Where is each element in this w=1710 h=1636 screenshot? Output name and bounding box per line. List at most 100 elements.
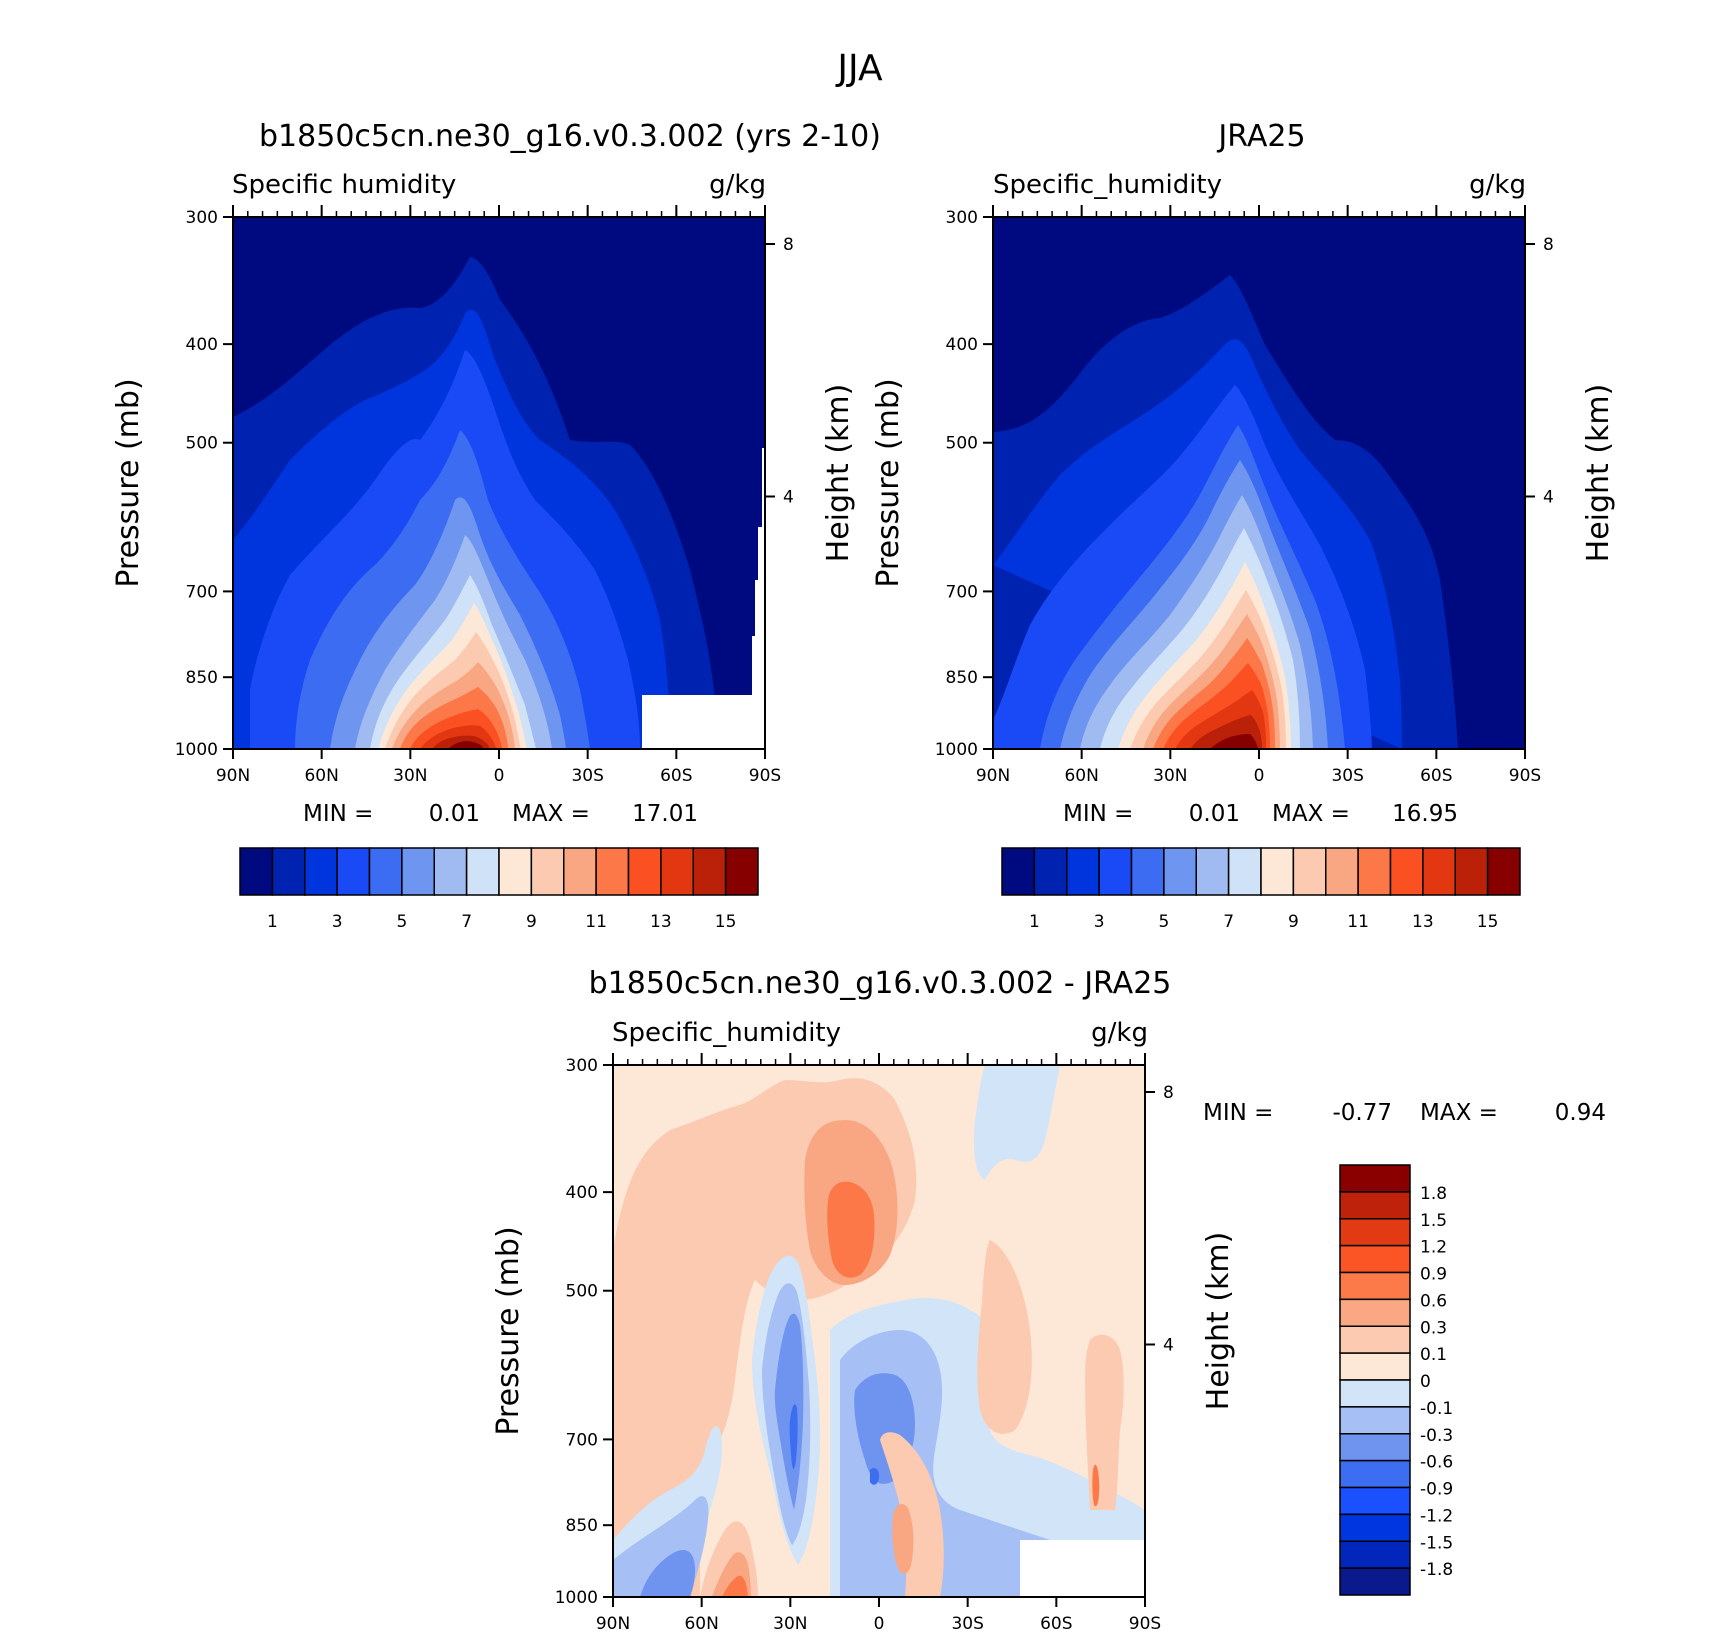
colorbar-swatch	[1339, 1164, 1411, 1193]
colorbar-label: 7	[1223, 912, 1234, 932]
max-label: MAX =	[512, 801, 590, 827]
x-tick-label: 0	[1254, 766, 1265, 786]
colorbar-swatch	[401, 847, 435, 896]
colorbar-swatch	[1195, 847, 1230, 896]
colorbar-swatch	[1339, 1244, 1411, 1274]
colorbar-swatch	[1292, 847, 1327, 896]
y-tick-label: 700	[186, 582, 218, 602]
x-tick-label: 60N	[304, 766, 338, 786]
axes-group: 300 400 500 700 850 1000 8 4 90N 60N 30N 0 30S 60S 90S…	[111, 205, 856, 932]
colorbar-swatch	[1339, 1567, 1411, 1596]
y-tick-label: 400	[946, 335, 978, 355]
x-tick-label: 0	[874, 1614, 885, 1634]
x-tick-label: 30N	[393, 766, 427, 786]
min-label: MIN =	[1063, 801, 1133, 827]
axes-group: 300 400 500 700 850 1000 8 4 90N 60N 30N 0 30S 60S 90S…	[491, 1053, 1236, 1634]
colorbar-swatch	[1486, 847, 1521, 896]
colorbar-swatch	[1130, 847, 1165, 896]
colorbar-label: 1.2	[1420, 1238, 1447, 1258]
contour-field	[613, 1065, 1145, 1597]
y-axis-label: Pressure (mb)	[871, 378, 906, 587]
figure-title: JJA	[835, 48, 883, 89]
max-value: 16.95	[1392, 801, 1458, 827]
y-tick-label: 300	[566, 1056, 598, 1076]
x-tick-label: 90S	[749, 766, 781, 786]
colorbar-label: 0.3	[1420, 1318, 1447, 1338]
colorbar-swatch	[1339, 1379, 1411, 1408]
colorbar-swatch	[724, 847, 759, 896]
colorbar-swatch	[595, 847, 630, 896]
colorbar-swatch	[1339, 1486, 1411, 1516]
min-label: MIN =	[1203, 1100, 1273, 1126]
x-tick-label: 30N	[1153, 766, 1187, 786]
colorbar-label: 0.6	[1420, 1291, 1447, 1311]
min-label: MIN =	[303, 801, 373, 827]
panel-units-label: g/kg	[709, 170, 766, 200]
x-tick-label: 30S	[1331, 766, 1363, 786]
y-tick-label: 1000	[175, 740, 218, 760]
x-tick-label: 60S	[1040, 1614, 1072, 1634]
max-label: MAX =	[1420, 1100, 1498, 1126]
y-tick-label: 1000	[555, 1588, 598, 1608]
colorbar-swatch	[1339, 1271, 1411, 1301]
colorbar-label: -0.3	[1420, 1426, 1453, 1446]
colorbar-swatch	[1454, 847, 1489, 896]
y-tick-label: 850	[186, 668, 218, 688]
x-tick-label: 30S	[571, 766, 603, 786]
colorbar-swatch	[1339, 1218, 1411, 1247]
min-max-readout: MIN = 0.01 MAX = 17.01	[303, 801, 698, 827]
y-tick-label: 500	[946, 434, 978, 454]
x-tick-label: 30N	[773, 1614, 807, 1634]
colorbar-label: 1	[1029, 912, 1040, 932]
colorbar-label: 11	[1347, 912, 1369, 932]
y2-tick-label: 4	[1543, 488, 1554, 508]
colorbar-swatch	[1339, 1433, 1411, 1462]
y-tick-label: 700	[566, 1430, 598, 1450]
colorbar-swatch	[660, 847, 694, 896]
colorbar-label: -0.1	[1420, 1399, 1453, 1419]
panel-reanalysis: JRA25 Specific_humidity g/kg 30040050070…	[871, 119, 1616, 932]
colorbar-swatch	[1339, 1540, 1411, 1569]
colorbar-swatch	[1339, 1191, 1411, 1220]
colorbar-label: 15	[715, 912, 737, 932]
colorbar-swatch	[1422, 847, 1456, 896]
max-label: MAX =	[1272, 801, 1350, 827]
colorbar-label: 1.8	[1420, 1184, 1447, 1204]
x-tick-label: 60S	[660, 766, 692, 786]
y-axis-label: Pressure (mb)	[111, 378, 146, 587]
colorbar-label: -1.8	[1420, 1560, 1453, 1580]
colorbar-label: 0.9	[1420, 1265, 1447, 1285]
contour-field	[233, 217, 765, 749]
colorbar-label: -0.9	[1420, 1480, 1453, 1500]
panel-difference: b1850c5cn.ne30_g16.v0.3.002 - JRA25 Spec…	[491, 966, 1606, 1634]
colorbar-label: 5	[396, 912, 407, 932]
colorbar-swatch	[1357, 847, 1392, 896]
min-value: 0.01	[429, 801, 480, 827]
colorbar-label: 3	[332, 912, 343, 932]
y2-tick-label: 4	[783, 488, 794, 508]
min-max-readout: MIN = 0.01 MAX = 16.95	[1063, 801, 1458, 827]
min-value: 0.01	[1189, 801, 1240, 827]
colorbar-label: 1	[267, 912, 278, 932]
colorbar-label: 0.1	[1420, 1345, 1447, 1365]
x-tick-label: 30S	[951, 1614, 983, 1634]
colorbar-swatch	[1389, 847, 1424, 896]
colorbar-label: 5	[1158, 912, 1169, 932]
min-value: -0.77	[1332, 1100, 1392, 1126]
x-tick-label: 90S	[1129, 1614, 1161, 1634]
colorbar-swatch	[1066, 847, 1100, 896]
y-tick-label: 300	[186, 208, 218, 228]
y-tick-label: 850	[566, 1516, 598, 1536]
y2-axis-label: Height (km)	[1201, 1232, 1236, 1411]
colorbar-swatch	[692, 847, 727, 896]
y-tick-label: 700	[946, 582, 978, 602]
colorbar-label: 7	[461, 912, 472, 932]
colorbar-label: 13	[1412, 912, 1434, 932]
min-max-readout: MIN = -0.77 MAX = 0.94	[1203, 1100, 1606, 1126]
colorbar-swatch	[1098, 847, 1133, 896]
colorbar-swatch	[1163, 847, 1197, 896]
colorbar-label: 9	[1288, 912, 1299, 932]
y2-tick-label: 8	[1543, 235, 1554, 255]
panel-title: JRA25	[1216, 119, 1305, 154]
